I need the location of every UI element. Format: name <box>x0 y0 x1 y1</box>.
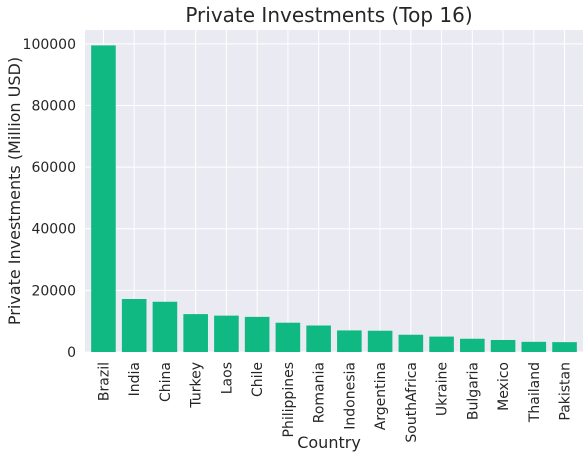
bar-bulgaria <box>460 338 485 352</box>
y-tick-label: 60000 <box>31 160 76 176</box>
y-tick-label: 0 <box>67 345 76 361</box>
bars <box>91 45 577 352</box>
bar-laos <box>214 315 239 352</box>
plot-area <box>85 30 583 352</box>
x-tick-label: Ukraine <box>435 362 451 416</box>
bar-philippines <box>275 322 301 352</box>
x-tick-label: India <box>127 362 143 396</box>
bar-indonesia <box>337 330 362 352</box>
x-axis-ticks: Brazil India China Turkey Laos Chile Philippin… <box>96 362 573 443</box>
y-tick-label: 40000 <box>31 222 76 238</box>
bar-brazil <box>91 45 116 352</box>
x-tick-label: Laos <box>219 362 235 394</box>
y-tick-label: 80000 <box>31 98 76 114</box>
x-tick-label: SouthAfrica <box>404 362 420 443</box>
x-tick-label: Chile <box>250 362 266 397</box>
x-tick-label: Philippines <box>281 362 297 437</box>
bar-romania <box>306 325 331 352</box>
bar-argentina <box>367 330 393 352</box>
y-tick-label: 100000 <box>23 37 76 53</box>
y-tick-label: 20000 <box>31 283 76 299</box>
bar-pakistan <box>552 342 577 352</box>
bar-china <box>152 301 178 352</box>
x-tick-label: Indonesia <box>342 362 358 430</box>
y-axis-title: Private Investments (Million USD) <box>5 57 24 325</box>
x-tick-label: Brazil <box>96 362 112 401</box>
grid-lines <box>85 30 583 353</box>
x-tick-label: Romania <box>312 362 328 423</box>
bar-thailand <box>521 341 547 352</box>
x-tick-label: Pakistan <box>558 362 574 421</box>
x-axis-title: Country <box>297 433 361 452</box>
bar-chile <box>244 316 270 352</box>
chart-title: Private Investments (Top 16) <box>185 3 472 27</box>
bar-turkey <box>183 314 208 352</box>
x-tick-label: Argentina <box>373 362 389 430</box>
x-tick-label: Thailand <box>527 362 543 423</box>
bar-ukraine <box>429 336 454 352</box>
x-tick-label: Mexico <box>496 362 512 411</box>
x-tick-label: Bulgaria <box>465 362 481 420</box>
bar-mexico <box>490 339 516 352</box>
bar-southafrica <box>398 334 424 352</box>
x-tick-label: Turkey <box>189 362 205 409</box>
bar-india <box>121 299 147 352</box>
y-axis-ticks: 0 20000 40000 60000 80000 100000 <box>23 37 76 361</box>
x-tick-label: China <box>158 362 174 402</box>
